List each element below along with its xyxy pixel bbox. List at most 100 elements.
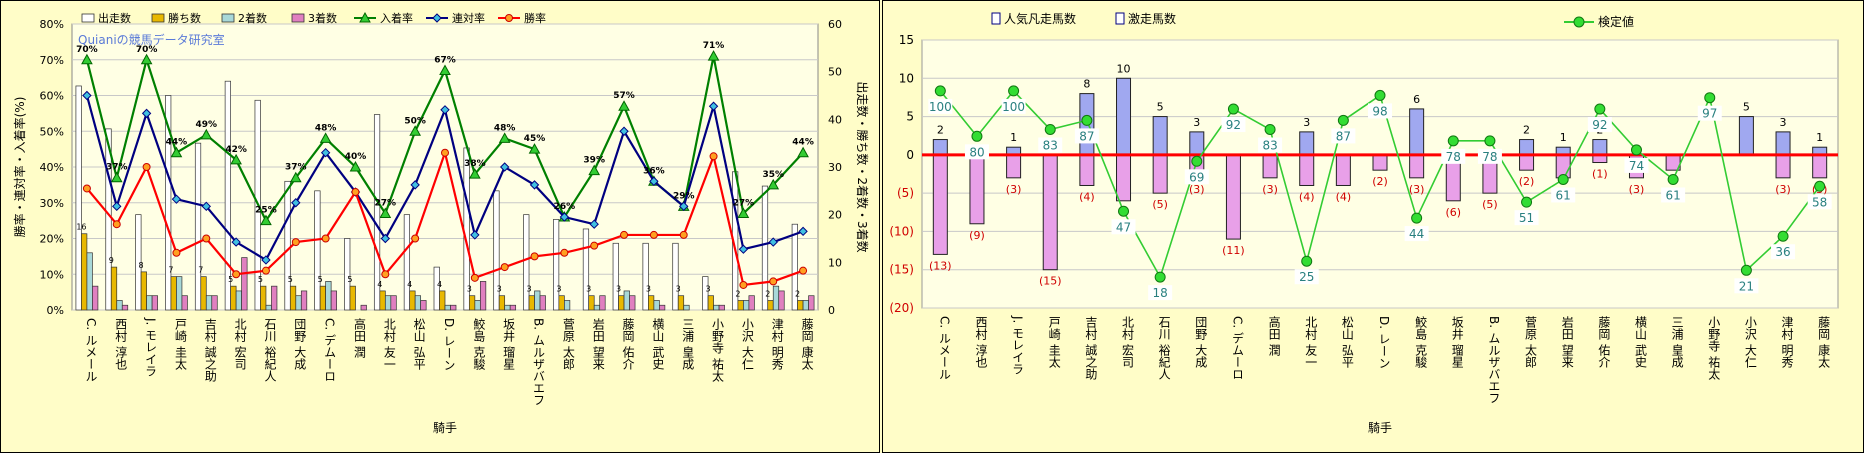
chart2-neg-label: (13) <box>929 259 952 272</box>
chart1-point <box>768 237 778 247</box>
chart2-value-label: 78 <box>1482 150 1497 164</box>
chart2-value-box <box>1148 285 1173 301</box>
chart1-y-tick-right: 30 <box>828 161 842 174</box>
chart1-rate-label: 27% <box>375 198 397 208</box>
chart2-neg-label: (6) <box>1445 206 1461 219</box>
chart1-bar <box>718 304 725 311</box>
chart1-bar <box>553 219 560 311</box>
chart2-value-label: 74 <box>1629 159 1644 173</box>
chart1-point <box>590 241 599 250</box>
chart1-point <box>737 207 750 218</box>
chart2-pos-label: 2 <box>1523 124 1530 137</box>
chart1-x-tick: 吉村 誠之助 <box>203 318 217 382</box>
chart1-bar <box>493 190 500 311</box>
chart1-legend-marker <box>432 13 442 23</box>
chart1-y-tick-right: 50 <box>828 66 842 79</box>
chart1-win-label: 5 <box>318 275 323 284</box>
chart2-bar-negative <box>1152 154 1168 194</box>
chart1-point <box>649 230 658 239</box>
chart2-point <box>1337 114 1349 126</box>
chart1-bar <box>707 295 714 311</box>
chart2-value-box <box>1038 137 1063 153</box>
chart2-value-box <box>1661 187 1686 203</box>
chart1-bar <box>618 295 625 311</box>
chart2-point <box>1447 135 1459 147</box>
chart2-value-box <box>1807 194 1832 210</box>
chart1-bar <box>373 114 381 311</box>
chart1-bar <box>165 95 172 311</box>
chart2-point <box>971 130 983 142</box>
chart1-win-label: 4 <box>407 280 412 289</box>
chart1-x-tick: D. レーン <box>442 318 456 371</box>
chart1-point <box>767 178 780 190</box>
chart2-value-label: 61 <box>1556 188 1571 202</box>
chart1-point <box>141 108 152 119</box>
chart2-value-label: 47 <box>1116 220 1131 234</box>
chart1-rate-label: 44% <box>166 138 188 148</box>
chart1-bar <box>241 257 248 311</box>
chart1-rate-label: 48% <box>315 123 337 133</box>
chart1-bar <box>224 80 231 311</box>
chart1-point <box>112 201 122 212</box>
chart1-bar <box>778 290 785 311</box>
chart1-bar <box>468 295 476 311</box>
chart1-y-tick-left: 40% <box>40 161 64 174</box>
chart1-point <box>291 198 301 208</box>
chart1-win-label: 2 <box>735 289 740 298</box>
chart1-point <box>231 237 241 247</box>
chart1-y-tick-left: 50% <box>40 125 64 138</box>
chart1-bar <box>623 290 630 311</box>
chart1-point <box>468 168 481 179</box>
chart2-pos-label: 5 <box>1157 101 1164 114</box>
chart1-point <box>769 277 778 286</box>
chart1-win-label: 7 <box>198 266 203 275</box>
chart1-bar <box>677 295 685 311</box>
chart2-x-tick: D. レーン <box>1377 316 1391 369</box>
chart1-y-tick-left: 20% <box>40 233 64 246</box>
chart1-x-tick: 鮫島 克駿 <box>472 317 486 371</box>
chart1-bar <box>265 304 272 311</box>
chart1-legend-label: 2着数 <box>238 11 267 25</box>
chart1-bar <box>439 290 446 311</box>
chart1-bar <box>205 295 213 311</box>
chart1-win-label: 3 <box>586 285 591 294</box>
chart1-bar <box>761 185 769 311</box>
chart2-neg-label: (3) <box>1189 183 1205 196</box>
chart1-bar <box>588 295 595 311</box>
chart1-bar <box>121 304 129 311</box>
chart1-point <box>110 171 123 183</box>
chart2-neg-label: (4) <box>1079 190 1095 203</box>
chart2-bar-positive <box>1116 77 1132 156</box>
chart1-x-tick: 戸崎 圭太 <box>173 318 187 370</box>
chart1-win-label: 3 <box>526 285 531 294</box>
chart2-y-tick: (20) <box>889 301 914 315</box>
chart1-bar <box>409 290 416 311</box>
chart1-win-label: 3 <box>556 285 561 294</box>
chart2-x-tick: 団野 大成 <box>1194 316 1208 368</box>
chart2-value-box <box>1441 148 1466 164</box>
chart2-value-label: 92 <box>1226 118 1241 132</box>
chart1-bar <box>534 290 541 311</box>
chart1-legend-label: 勝ち数 <box>168 11 201 25</box>
chart1-point <box>202 234 211 243</box>
chart2-x-tick: 北村 宏司 <box>1121 316 1135 368</box>
chart1-point <box>289 171 302 183</box>
chart1-y-tick-right: 40 <box>828 113 842 126</box>
chart2-value-box <box>1368 103 1392 119</box>
chart1-bar <box>135 214 142 311</box>
chart1-bar <box>479 281 487 311</box>
chart1-x-tick: 岩田 望来 <box>591 317 605 370</box>
chart2-x-tick: C. デムーロ <box>1230 316 1244 380</box>
chart1-bar <box>450 304 457 311</box>
chart1-x-tick: 小野寺 祐太 <box>711 318 725 382</box>
chart2-pos-label: 3 <box>1780 116 1787 129</box>
chart1-bar <box>474 300 481 311</box>
chart1-bar <box>176 276 183 311</box>
chart1-y-tick-left: 0% <box>47 304 64 317</box>
chart1-y-tick-right: 60 <box>828 18 842 31</box>
chart1-y-axis-title-right: 出走数・勝ち数・2着数・3着数 <box>855 81 870 252</box>
chart1-y-tick-left: 80% <box>40 18 64 31</box>
chart2-value-box <box>1111 219 1136 235</box>
chart2-point <box>1704 92 1716 104</box>
chart1-rate-label: 45% <box>524 134 546 144</box>
